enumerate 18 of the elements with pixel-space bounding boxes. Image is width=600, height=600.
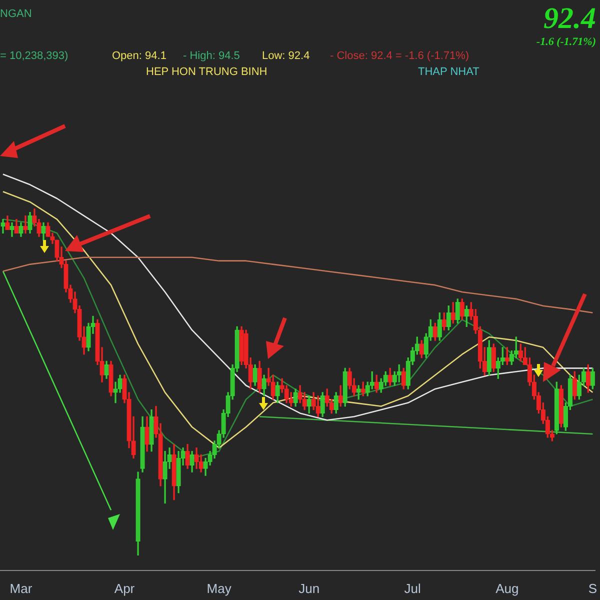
x-tick-label: May [206,580,232,596]
text: - High: 94.5 [183,50,240,62]
x-tick-label: Jun [298,580,320,596]
text: - Close: 92.4 = -1.6 (-1.71%) [330,50,470,62]
x-tick-label: S [588,580,598,596]
chart-subtitle: -1.6 (-1.71%) [536,36,596,48]
text: NGAN [0,8,32,20]
text: Low: 92.4 [262,50,310,62]
text: = 10,238,393) [0,50,68,62]
text: HEP HON TRUNG BINH [146,66,268,78]
text: Open: 94.1 [112,50,166,62]
x-tick-label: Jul [404,580,422,596]
text: THAP NHAT [418,66,480,78]
x-tick-label: Aug [496,580,519,596]
candlestick [23,215,28,234]
chart-title: 92.4 [544,2,596,36]
x-tick-label: Apr [114,580,136,596]
x-tick-label: Mar [10,580,33,596]
